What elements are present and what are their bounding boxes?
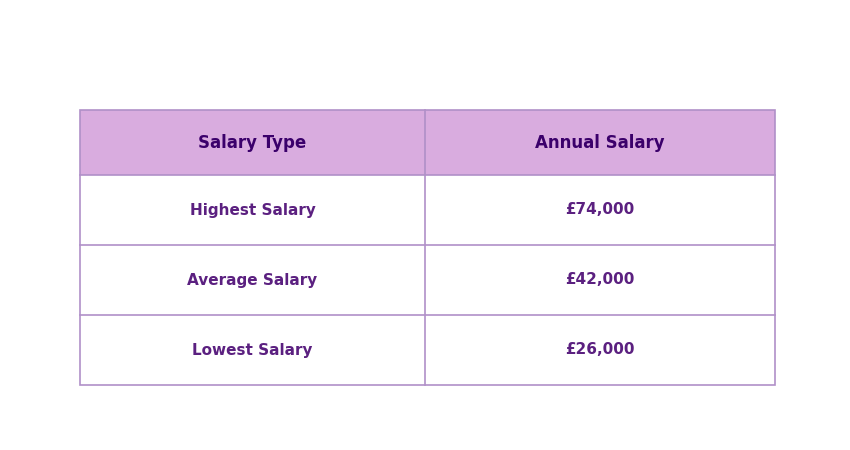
Bar xyxy=(80,110,775,385)
Bar xyxy=(80,245,775,315)
Text: £26,000: £26,000 xyxy=(565,342,635,357)
Text: Highest Salary: Highest Salary xyxy=(190,202,315,217)
Text: Average Salary: Average Salary xyxy=(187,273,318,288)
Bar xyxy=(80,110,775,175)
Text: Lowest Salary: Lowest Salary xyxy=(192,342,313,357)
Text: Annual Salary: Annual Salary xyxy=(536,134,665,152)
Text: Salary Type: Salary Type xyxy=(198,134,307,152)
Bar xyxy=(80,315,775,385)
Text: £42,000: £42,000 xyxy=(565,273,635,288)
Bar xyxy=(80,175,775,245)
Text: £74,000: £74,000 xyxy=(565,202,635,217)
